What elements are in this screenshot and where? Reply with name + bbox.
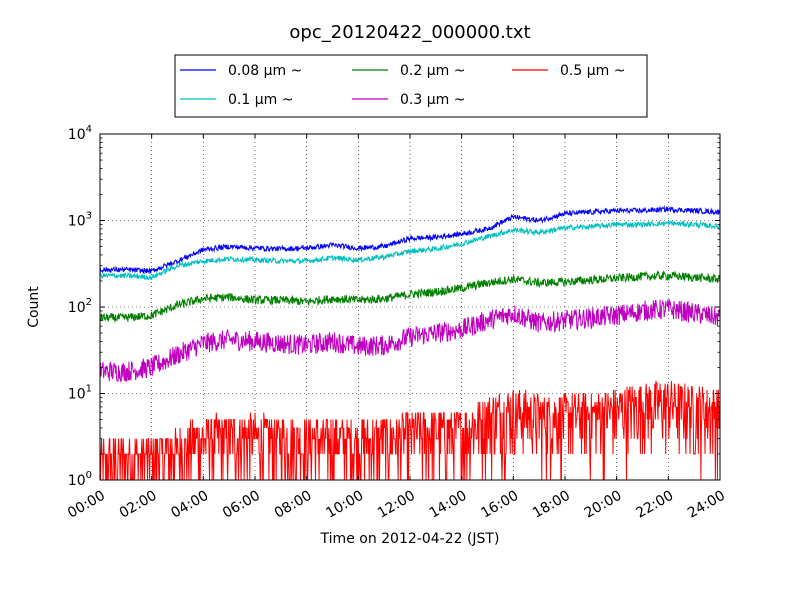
y-tick-labels: 100 101 102 103 104	[68, 124, 92, 489]
legend-label: 0.5 μm ~	[560, 63, 625, 79]
series-line	[99, 269, 721, 323]
y-tick-label: 102	[68, 297, 92, 316]
ticks	[99, 133, 721, 481]
series-line	[99, 219, 721, 281]
series-line	[99, 205, 721, 275]
legend-items: 0.08 μm ~ 0.1 μm ~ 0.2 μm ~ 0.3 μm ~ 0.5 μm …	[180, 63, 625, 108]
legend: 0.08 μm ~ 0.1 μm ~ 0.2 μm ~ 0.3 μm ~ 0.5 μm …	[174, 54, 648, 118]
legend-frame	[174, 54, 648, 118]
legend-label: 0.3 μm ~	[400, 92, 465, 108]
legend-label: 0.1 μm ~	[228, 92, 293, 108]
legend-label: 0.08 μm ~	[228, 63, 302, 79]
y-tick-label: 101	[68, 384, 92, 403]
x-axis-label: Time on 2012-04-22 (JST)	[320, 531, 500, 547]
y-tick-label: 103	[68, 211, 92, 230]
chart-title: opc_20120422_000000.txt	[289, 22, 530, 43]
legend-label: 0.2 μm ~	[400, 63, 465, 79]
plot-area	[99, 133, 721, 481]
series-line	[99, 299, 721, 383]
y-tick-label: 104	[68, 124, 92, 143]
series-line	[99, 380, 721, 481]
y-tick-label: 100	[68, 470, 92, 489]
series-layer	[99, 205, 721, 481]
y-axis-label: Count	[26, 286, 42, 328]
